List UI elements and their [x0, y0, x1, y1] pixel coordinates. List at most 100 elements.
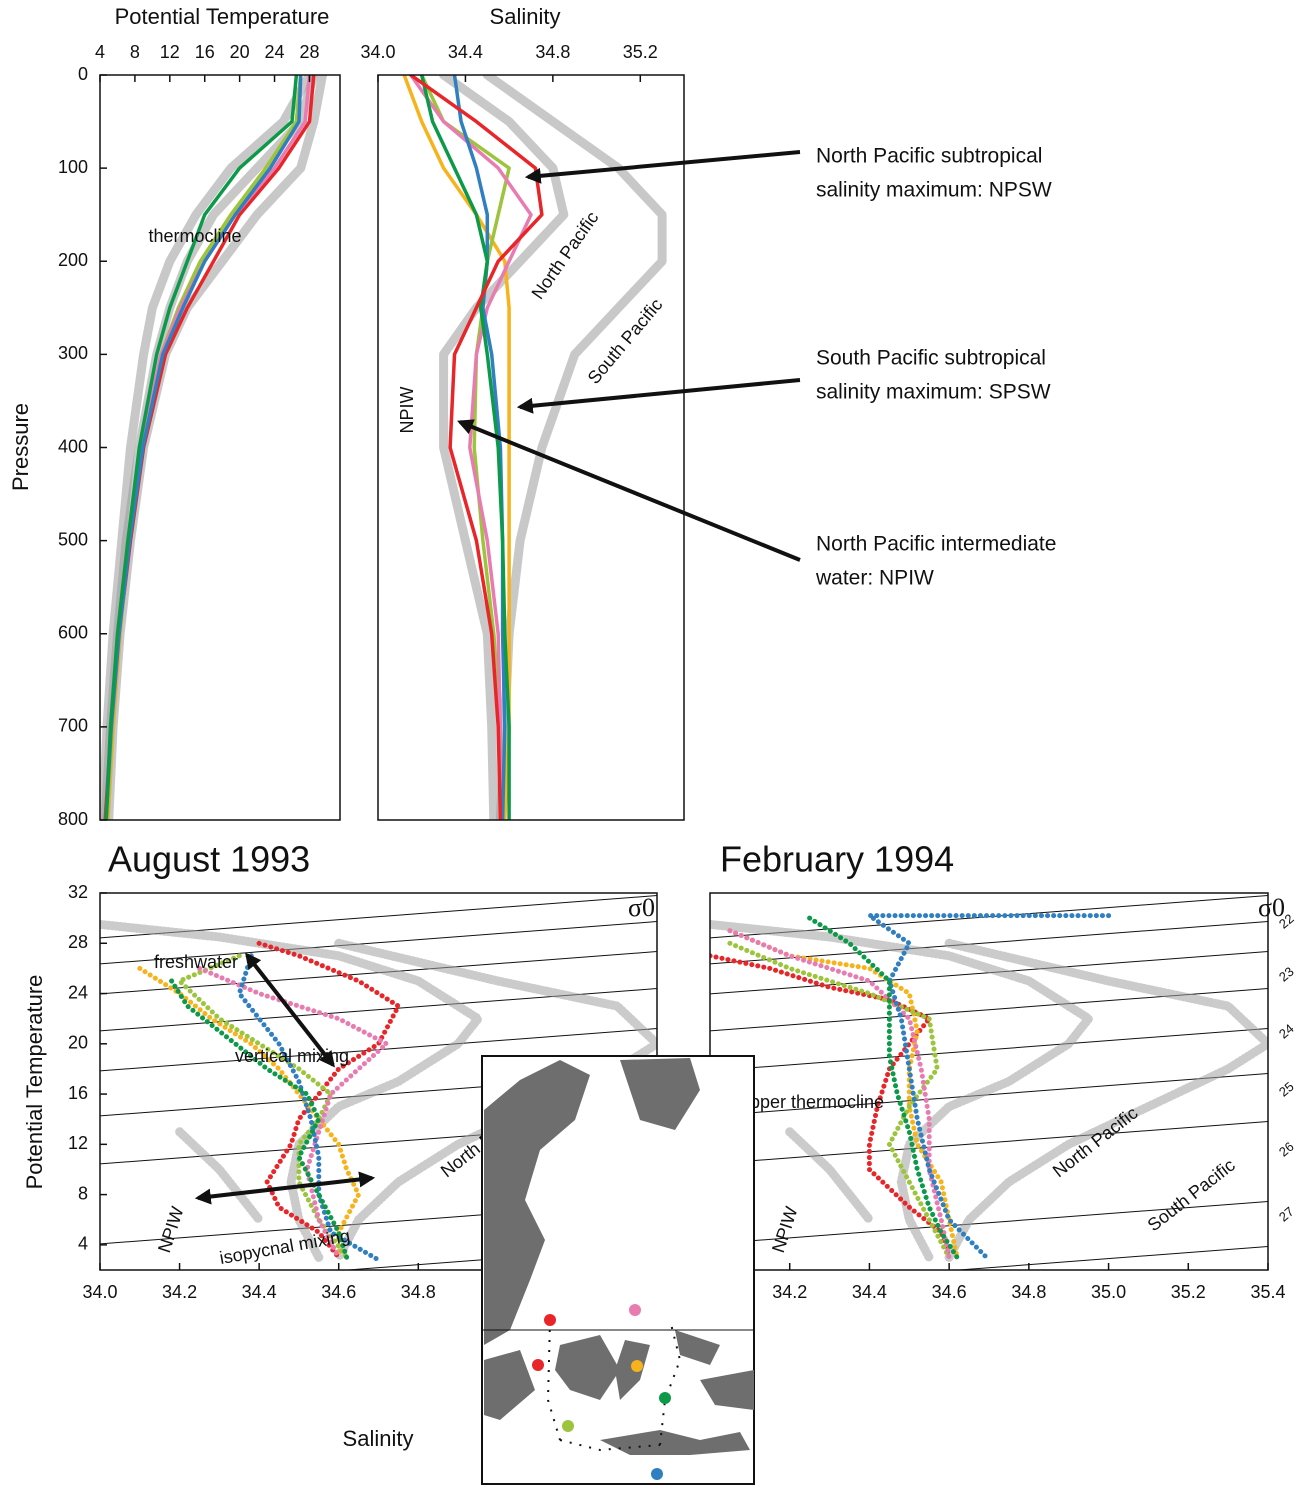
plot-frame	[377, 74, 685, 821]
annotation: NPIW	[397, 386, 417, 433]
isopycnal	[710, 921, 1268, 965]
y-tick-label: 300	[58, 343, 88, 363]
x-tick-label: 34.8	[401, 1282, 436, 1302]
data-envelope	[785, 1127, 874, 1225]
x-tick-label: 34.0	[82, 1282, 117, 1302]
y-tick-label: 600	[58, 623, 88, 643]
profile	[807, 915, 960, 1260]
x-tick-label: 34.6	[932, 1282, 967, 1302]
profile	[402, 75, 511, 820]
map-inset	[481, 1055, 755, 1485]
x-tick-label: 34.2	[162, 1282, 197, 1302]
panel-title: February 1994	[720, 839, 954, 880]
isopycnal	[100, 921, 657, 965]
annotation: NPIW	[154, 1204, 188, 1255]
isopycnal	[710, 1121, 1268, 1165]
profile	[866, 913, 1112, 1263]
x-tick-label: 28	[299, 42, 319, 62]
annotation: upper thermocline	[740, 1092, 884, 1112]
callout: water: NPIW	[815, 567, 934, 590]
x-tick-label: 34.0	[360, 42, 395, 62]
arrow	[194, 1171, 376, 1205]
y-tick-label: 500	[58, 529, 88, 549]
profile	[419, 75, 511, 820]
x-axis-label: Potential Temperature	[115, 4, 330, 29]
y-tick-label: 4	[78, 1234, 88, 1254]
profile	[727, 928, 952, 1260]
y-tick-label: 20	[68, 1033, 88, 1053]
sigma-label: 26	[1276, 1139, 1297, 1160]
arrow	[457, 419, 801, 562]
data-envelope	[100, 75, 314, 820]
annotation: North Pacific	[1049, 1103, 1142, 1182]
y-tick-label: 200	[58, 250, 88, 270]
callout: North Pacific subtropical	[816, 145, 1042, 168]
y-tick-label: 700	[58, 716, 88, 736]
x-tick-label: 34.2	[772, 1282, 807, 1302]
x-tick-label: 4	[95, 42, 105, 62]
x-tick-label: 34.8	[1011, 1282, 1046, 1302]
y-tick-label: 16	[68, 1083, 88, 1103]
y-tick-label: 8	[78, 1183, 88, 1203]
profile	[452, 75, 507, 820]
data-envelope	[710, 919, 1094, 1262]
data-envelope	[482, 75, 667, 820]
y-axis-label: Potential Temperature	[22, 975, 47, 1190]
panel-title: August 1993	[108, 839, 310, 880]
callout: South Pacific subtropical	[816, 347, 1046, 370]
x-tick-label: 12	[160, 42, 180, 62]
x-tick-label: 34.4	[852, 1282, 887, 1302]
y-tick-label: 100	[58, 157, 88, 177]
plot-area	[402, 75, 667, 820]
y-tick-label: 24	[68, 982, 88, 1002]
profile	[419, 75, 511, 820]
x-tick-label: 35.2	[1171, 1282, 1206, 1302]
arrow	[516, 378, 801, 414]
sigma-label: 27	[1276, 1204, 1297, 1225]
sigma-label: 24	[1276, 1021, 1297, 1042]
x-tick-label: 35.0	[1091, 1282, 1126, 1302]
plot-area	[100, 75, 327, 820]
x-tick-label: 24	[265, 42, 285, 62]
annotation: South Pacific	[1144, 1155, 1239, 1235]
x-tick-label: 35.4	[1250, 1282, 1285, 1302]
profile	[104, 75, 299, 820]
callout: salinity maximum: SPSW	[816, 381, 1051, 404]
arrow	[245, 952, 335, 1068]
x-tick-label: 34.4	[242, 1282, 277, 1302]
callout: North Pacific intermediate	[816, 533, 1056, 556]
arrow	[524, 150, 801, 184]
y-tick-label: 800	[58, 809, 88, 829]
plot-frame	[99, 74, 341, 821]
x-tick-label: 35.2	[623, 42, 658, 62]
y-axis-label: Pressure	[8, 403, 33, 491]
x-tick-label: 8	[130, 42, 140, 62]
profile	[710, 953, 952, 1260]
data-envelope	[175, 1127, 264, 1225]
y-tick-label: 28	[68, 932, 88, 952]
annotation: South Pacific	[584, 295, 667, 388]
annotation: NPIW	[768, 1204, 802, 1255]
isopycnal	[710, 1028, 1268, 1072]
x-tick-label: 20	[230, 42, 250, 62]
annotation: freshwater	[154, 952, 238, 972]
profile	[177, 953, 350, 1260]
sigma-symbol: σ0	[1258, 893, 1285, 922]
isopycnal	[710, 951, 1268, 995]
y-tick-label: 32	[68, 882, 88, 902]
y-tick-label: 0	[78, 64, 88, 84]
x-tick-label: 34.8	[535, 42, 570, 62]
x-tick-label: 34.6	[321, 1282, 356, 1302]
y-tick-label: 12	[68, 1133, 88, 1153]
sigma-label: 23	[1276, 964, 1297, 985]
callout: salinity maximum: NPSW	[816, 179, 1052, 202]
profile	[169, 978, 350, 1260]
data-envelope	[100, 919, 483, 1262]
annotation: thermocline	[148, 226, 241, 246]
sigma-symbol: σ0	[628, 893, 655, 922]
x-tick-label: 16	[195, 42, 215, 62]
x-axis-label: Salinity	[490, 4, 561, 29]
data-envelope	[944, 938, 1268, 1262]
